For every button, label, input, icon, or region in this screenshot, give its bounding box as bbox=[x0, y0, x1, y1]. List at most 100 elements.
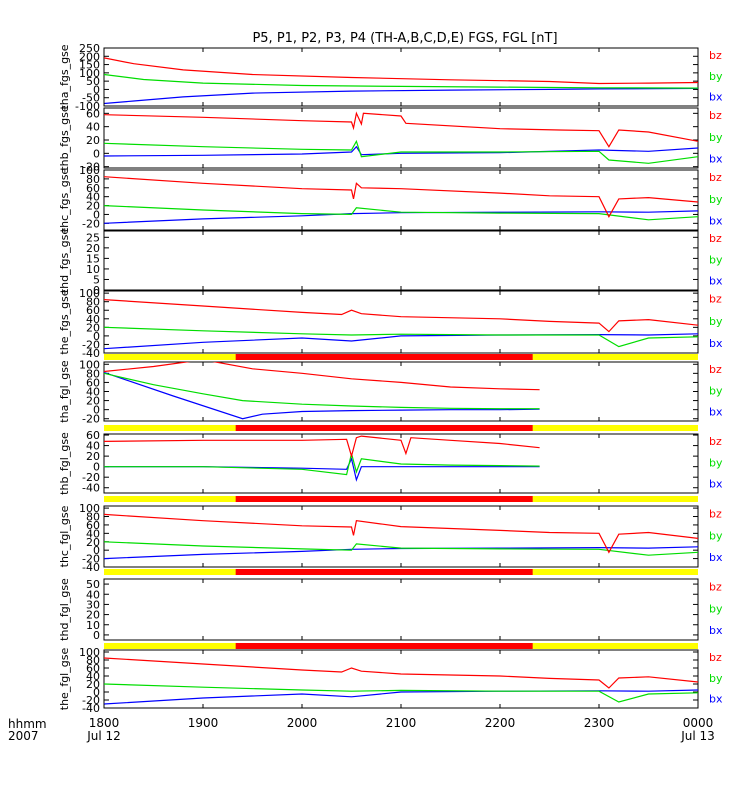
series-by bbox=[104, 205, 698, 221]
legend-bz: bz bbox=[709, 292, 722, 305]
y-tick-label: 80 bbox=[86, 654, 100, 667]
y-axis-label: thb_fgs_gse bbox=[58, 105, 71, 171]
y-tick-label: 0 bbox=[93, 83, 100, 96]
y-tick-label: 150 bbox=[79, 59, 100, 72]
series-bz bbox=[104, 362, 540, 391]
legend-by: by bbox=[709, 529, 723, 542]
y-tick-label: 10 bbox=[86, 619, 100, 632]
status-bar-red bbox=[235, 425, 533, 431]
x-tick-label: 2200 bbox=[485, 716, 516, 730]
y-axis-label: thc_fgs_gse bbox=[58, 168, 71, 233]
y-tick-label: 80 bbox=[86, 173, 100, 186]
legend-by: by bbox=[709, 193, 723, 206]
legend-bz: bz bbox=[709, 651, 722, 664]
y-tick-label: 20 bbox=[86, 678, 100, 691]
legend-bz: bz bbox=[709, 580, 722, 593]
panel-frame bbox=[103, 649, 699, 709]
legend-bx: bx bbox=[709, 551, 723, 564]
y-tick-label: 0 bbox=[93, 404, 100, 417]
y-tick-label: 20 bbox=[86, 450, 100, 463]
legend-bz: bz bbox=[709, 109, 722, 122]
y-tick-label: 0 bbox=[93, 686, 100, 699]
y-tick-label: 60 bbox=[86, 376, 100, 389]
y-tick-label: 80 bbox=[86, 367, 100, 380]
y-tick-label: 5 bbox=[93, 273, 100, 286]
x-tick-label: 2300 bbox=[584, 716, 615, 730]
legend-by: by bbox=[709, 384, 723, 397]
y-tick-label: 20 bbox=[86, 536, 100, 549]
series-bx bbox=[104, 689, 698, 705]
y-tick-label: -20 bbox=[82, 553, 100, 566]
y-tick-label: 20 bbox=[86, 200, 100, 213]
legend-bx: bx bbox=[709, 337, 723, 350]
y-tick-label: -20 bbox=[82, 413, 100, 426]
legend-bz: bz bbox=[709, 232, 722, 245]
x-axis-label-top: hhmm bbox=[8, 717, 47, 731]
y-axis-label: thc_fgl_gse bbox=[58, 505, 71, 567]
y-tick-label: -20 bbox=[82, 338, 100, 351]
series-bz bbox=[104, 657, 698, 689]
series-by bbox=[104, 139, 698, 164]
y-tick-label: 40 bbox=[86, 670, 100, 683]
series-bx bbox=[104, 87, 698, 105]
legend-bz: bz bbox=[709, 507, 722, 520]
y-axis-label: tha_fgl_gse bbox=[58, 360, 71, 423]
series-by bbox=[104, 683, 698, 703]
series-by bbox=[104, 372, 540, 410]
legend-bx: bx bbox=[709, 624, 723, 637]
legend-bx: bx bbox=[709, 91, 723, 104]
y-tick-label: 40 bbox=[86, 121, 100, 134]
x-tick-label: 2000 bbox=[287, 716, 318, 730]
y-tick-label: 80 bbox=[86, 511, 100, 524]
series-by bbox=[104, 541, 698, 556]
series-bx bbox=[104, 371, 540, 420]
y-tick-label: 40 bbox=[86, 440, 100, 453]
chart-title: P5, P1, P2, P3, P4 (TH-A,B,C,D,E) FGS, F… bbox=[252, 31, 557, 46]
y-tick-label: -20 bbox=[82, 161, 100, 174]
legend-bz: bz bbox=[709, 49, 722, 62]
y-tick-label: 60 bbox=[86, 429, 100, 442]
panel-frame bbox=[103, 290, 699, 354]
legend-by: by bbox=[709, 602, 723, 615]
legend-bx: bx bbox=[709, 406, 723, 419]
x-date-label-start: Jul 12 bbox=[86, 729, 121, 743]
y-tick-label: 25 bbox=[86, 231, 100, 244]
series-bz bbox=[104, 435, 540, 459]
y-tick-label: 20 bbox=[86, 242, 100, 255]
series-bz bbox=[104, 57, 698, 85]
y-tick-label: 0 bbox=[93, 544, 100, 557]
y-axis-label: the_fgs_gse bbox=[58, 289, 71, 354]
status-bar-red bbox=[235, 496, 533, 502]
x-tick-label: 1900 bbox=[188, 716, 219, 730]
y-tick-label: -40 bbox=[82, 561, 100, 574]
panel-frame bbox=[103, 47, 699, 107]
panel-frame bbox=[103, 578, 699, 641]
y-axis-label: thd_fgs_gse bbox=[58, 228, 71, 294]
y-tick-label: 30 bbox=[86, 598, 100, 611]
x-axis-label-bottom: 2007 bbox=[8, 729, 39, 743]
y-tick-label: 15 bbox=[86, 252, 100, 265]
legend-by: by bbox=[709, 253, 723, 266]
y-tick-label: -40 bbox=[82, 347, 100, 360]
y-tick-label: 20 bbox=[86, 321, 100, 334]
series-bz bbox=[104, 111, 698, 148]
x-date-label-end: Jul 13 bbox=[680, 729, 715, 743]
legend-bz: bz bbox=[709, 363, 722, 376]
x-axis: hhmm 2007 1800 1900 2000 2100 2200 2300 0000Ju… bbox=[8, 716, 715, 743]
y-tick-label: 0 bbox=[93, 629, 100, 642]
y-tick-label: 60 bbox=[86, 107, 100, 120]
status-bar-red bbox=[235, 569, 533, 575]
y-tick-label: 100 bbox=[79, 646, 100, 659]
legend-by: by bbox=[709, 315, 723, 328]
legend-bx: bx bbox=[709, 478, 723, 491]
y-tick-label: -100 bbox=[75, 100, 100, 113]
y-tick-label: -40 bbox=[82, 702, 100, 715]
